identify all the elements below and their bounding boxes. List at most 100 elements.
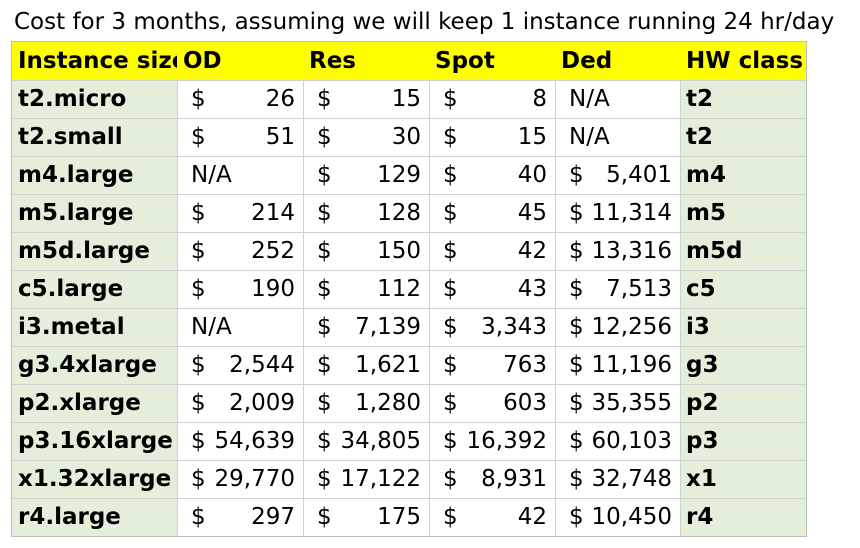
spot-cost-cell[interactable]: $3,343 — [429, 308, 555, 346]
hw-class-cell[interactable]: t2 — [680, 80, 806, 118]
res-cost-cell[interactable]: $112 — [303, 270, 429, 308]
instance-size-cell[interactable]: m5d.large — [12, 232, 177, 270]
spot-cost-cell[interactable]: $8,931 — [429, 460, 555, 498]
od-value: 26 — [265, 86, 295, 112]
hw-class-cell[interactable]: p2 — [680, 384, 806, 422]
spot-cost-cell[interactable]: $8 — [429, 80, 555, 118]
table-row: m4.large N/A $129 $40 $5,401 m4 — [12, 156, 806, 194]
spot-value: 43 — [517, 276, 547, 302]
currency-symbol: $ — [569, 162, 584, 188]
ded-cost-cell[interactable]: $11,196 — [555, 346, 680, 384]
instance-size-cell[interactable]: p3.16xlarge — [12, 422, 177, 460]
res-cost-cell[interactable]: $34,805 — [303, 422, 429, 460]
instance-size-cell[interactable]: c5.large — [12, 270, 177, 308]
res-cost-cell[interactable]: $175 — [303, 498, 429, 536]
hw-class-cell[interactable]: m4 — [680, 156, 806, 194]
od-value: 297 — [251, 504, 295, 530]
spot-value: 603 — [503, 390, 547, 416]
spot-value: 42 — [517, 238, 547, 264]
header-hw-class[interactable]: HW class — [680, 42, 806, 80]
spot-cost-cell[interactable]: $40 — [429, 156, 555, 194]
hw-class-cell[interactable]: c5 — [680, 270, 806, 308]
currency-symbol: $ — [317, 162, 332, 188]
header-od[interactable]: OD — [177, 42, 303, 80]
hw-class-cell[interactable]: t2 — [680, 118, 806, 156]
ded-cost-cell[interactable]: $10,450 — [555, 498, 680, 536]
od-cost-cell[interactable]: $190 — [177, 270, 303, 308]
res-cost-cell[interactable]: $17,122 — [303, 460, 429, 498]
row-gridline — [12, 384, 806, 385]
spot-cost-cell[interactable]: $42 — [429, 232, 555, 270]
spot-cost-cell[interactable]: $15 — [429, 118, 555, 156]
spot-cost-cell[interactable]: $42 — [429, 498, 555, 536]
header-spot[interactable]: Spot — [429, 42, 555, 80]
hw-class-cell[interactable]: i3 — [680, 308, 806, 346]
instance-size-cell[interactable]: t2.micro — [12, 80, 177, 118]
table-row: c5.large $190 $112 $43 $7,513 c5 — [12, 270, 806, 308]
spot-cost-cell[interactable]: $763 — [429, 346, 555, 384]
spot-cost-cell[interactable]: $16,392 — [429, 422, 555, 460]
ded-cost-cell[interactable]: $13,316 — [555, 232, 680, 270]
res-cost-cell[interactable]: $1,621 — [303, 346, 429, 384]
hw-class-cell[interactable]: m5d — [680, 232, 806, 270]
header-res[interactable]: Res — [303, 42, 429, 80]
instance-size-cell[interactable]: p2.xlarge — [12, 384, 177, 422]
currency-symbol: $ — [443, 390, 458, 416]
row-gridline — [12, 232, 806, 233]
header-ded[interactable]: Ded — [555, 42, 680, 80]
ded-cost-cell[interactable]: $5,401 — [555, 156, 680, 194]
header-instance-size[interactable]: Instance size — [12, 42, 187, 80]
spot-cost-cell[interactable]: $45 — [429, 194, 555, 232]
instance-size-cell[interactable]: m4.large — [12, 156, 177, 194]
od-cost-cell[interactable]: $214 — [177, 194, 303, 232]
spot-cost-cell[interactable]: $43 — [429, 270, 555, 308]
od-cost-cell[interactable]: $2,544 — [177, 346, 303, 384]
currency-symbol: $ — [443, 238, 458, 264]
instance-size-cell[interactable]: r4.large — [12, 498, 177, 536]
spot-cost-cell[interactable]: $603 — [429, 384, 555, 422]
instance-size-cell[interactable]: m5.large — [12, 194, 177, 232]
ded-cost-cell[interactable]: $11,314 — [555, 194, 680, 232]
od-cost-cell[interactable]: $297 — [177, 498, 303, 536]
res-cost-cell[interactable]: $128 — [303, 194, 429, 232]
instance-size-cell[interactable]: g3.4xlarge — [12, 346, 177, 384]
ded-cost-cell[interactable]: $35,355 — [555, 384, 680, 422]
hw-class-cell[interactable]: r4 — [680, 498, 806, 536]
ded-cost-cell[interactable]: N/A — [555, 80, 680, 118]
table-row: x1.32xlarge $29,770 $17,122 $8,931 $32,748 x1 — [12, 460, 806, 498]
instance-size-cell[interactable]: t2.small — [12, 118, 177, 156]
currency-symbol: $ — [191, 428, 206, 454]
hw-class-cell[interactable]: p3 — [680, 422, 806, 460]
res-cost-cell[interactable]: $150 — [303, 232, 429, 270]
res-cost-cell[interactable]: $30 — [303, 118, 429, 156]
table-row: t2.micro $26 $15 $8 N/A t2 — [12, 80, 806, 118]
res-cost-cell[interactable]: $7,139 — [303, 308, 429, 346]
currency-symbol: $ — [569, 200, 584, 226]
ded-value: 13,316 — [591, 238, 672, 264]
od-cost-cell[interactable]: $26 — [177, 80, 303, 118]
od-cost-cell[interactable]: $2,009 — [177, 384, 303, 422]
ded-value: 7,513 — [606, 276, 672, 302]
ded-cost-cell[interactable]: $7,513 — [555, 270, 680, 308]
res-cost-cell[interactable]: $1,280 — [303, 384, 429, 422]
res-cost-cell[interactable]: $15 — [303, 80, 429, 118]
spot-value: 15 — [517, 124, 547, 150]
instance-size-cell[interactable]: i3.metal — [12, 308, 177, 346]
hw-class-cell[interactable]: g3 — [680, 346, 806, 384]
ded-cost-cell[interactable]: $60,103 — [555, 422, 680, 460]
ded-cost-cell[interactable]: $32,748 — [555, 460, 680, 498]
currency-symbol: $ — [317, 124, 332, 150]
hw-class-cell[interactable]: m5 — [680, 194, 806, 232]
od-cost-cell[interactable]: $252 — [177, 232, 303, 270]
hw-class-cell[interactable]: x1 — [680, 460, 806, 498]
od-cost-cell[interactable]: $51 — [177, 118, 303, 156]
od-cost-cell[interactable]: N/A — [177, 156, 303, 194]
od-cost-cell[interactable]: N/A — [177, 308, 303, 346]
ded-cost-cell[interactable]: $12,256 — [555, 308, 680, 346]
instance-size-cell[interactable]: x1.32xlarge — [12, 460, 177, 498]
od-cost-cell[interactable]: $29,770 — [177, 460, 303, 498]
currency-symbol: $ — [317, 390, 332, 416]
od-cost-cell[interactable]: $54,639 — [177, 422, 303, 460]
ded-cost-cell[interactable]: N/A — [555, 118, 680, 156]
res-cost-cell[interactable]: $129 — [303, 156, 429, 194]
